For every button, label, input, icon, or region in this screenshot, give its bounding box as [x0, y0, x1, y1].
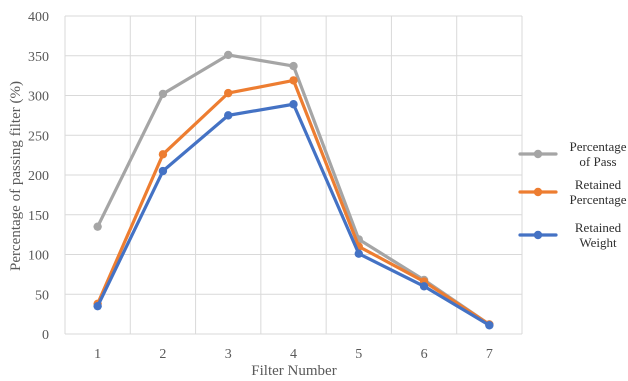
legend-label: Percentage of Pass [569, 139, 626, 169]
y-tick-label: 400 [28, 10, 49, 25]
legend-label-line: Percentage [569, 139, 626, 154]
y-tick-label: 150 [28, 209, 49, 224]
x-tick-label: 5 [355, 347, 362, 362]
legend-item: Percentage of Pass [518, 139, 627, 169]
y-tick-label: 200 [28, 169, 49, 184]
data-point [93, 301, 102, 311]
data-point [158, 150, 168, 159]
y-tick-label: 300 [28, 90, 49, 105]
legend-label: Retained Percentage [569, 177, 626, 207]
y-tick-label: 350 [28, 50, 49, 65]
legend-marker [533, 149, 543, 159]
x-tick-label: 1 [94, 347, 101, 362]
series-layer [93, 50, 494, 330]
data-point [224, 88, 233, 98]
data-point [224, 111, 233, 120]
x-tick-label: 4 [290, 347, 297, 362]
data-point [354, 249, 363, 258]
x-axis-title: Filter Number [251, 363, 336, 379]
legend-marker [533, 230, 543, 240]
y-tick-label: 50 [35, 288, 49, 303]
y-tick-label: 250 [28, 129, 49, 144]
y-tick-label: 0 [42, 328, 49, 343]
x-tick-label: 3 [225, 347, 232, 362]
data-point [485, 321, 494, 330]
legend-label-line: of Pass [579, 154, 616, 169]
y-axis-title: Percentage of passing filter (%) [8, 81, 24, 271]
x-tick-label: 6 [421, 347, 428, 362]
legend-label-line: Percentage [569, 192, 626, 207]
legend-item: Retained Percentage [518, 177, 627, 207]
data-point [158, 89, 168, 99]
legend-label-line: Retained [575, 220, 622, 235]
data-point [289, 61, 298, 71]
series-line [96, 78, 491, 327]
legend-label-line: Retained [575, 177, 622, 192]
data-point [158, 166, 168, 176]
data-point [289, 76, 298, 85]
y-tick-label: 100 [28, 249, 49, 264]
legend-item: Retained Weight [518, 220, 622, 250]
data-point [419, 282, 429, 291]
data-point [93, 222, 102, 231]
legend-marker [533, 187, 543, 197]
ticks-layer: 0 50 100 150 200 250 300 350 400 1 2 3 4 5 6 7 [28, 10, 493, 362]
x-tick-label: 2 [159, 347, 166, 362]
data-point [224, 50, 233, 60]
legend-label: Retained Weight [575, 220, 622, 250]
data-point [289, 100, 298, 109]
legend-label-line: Weight [579, 235, 617, 250]
x-tick-label: 7 [486, 347, 493, 362]
